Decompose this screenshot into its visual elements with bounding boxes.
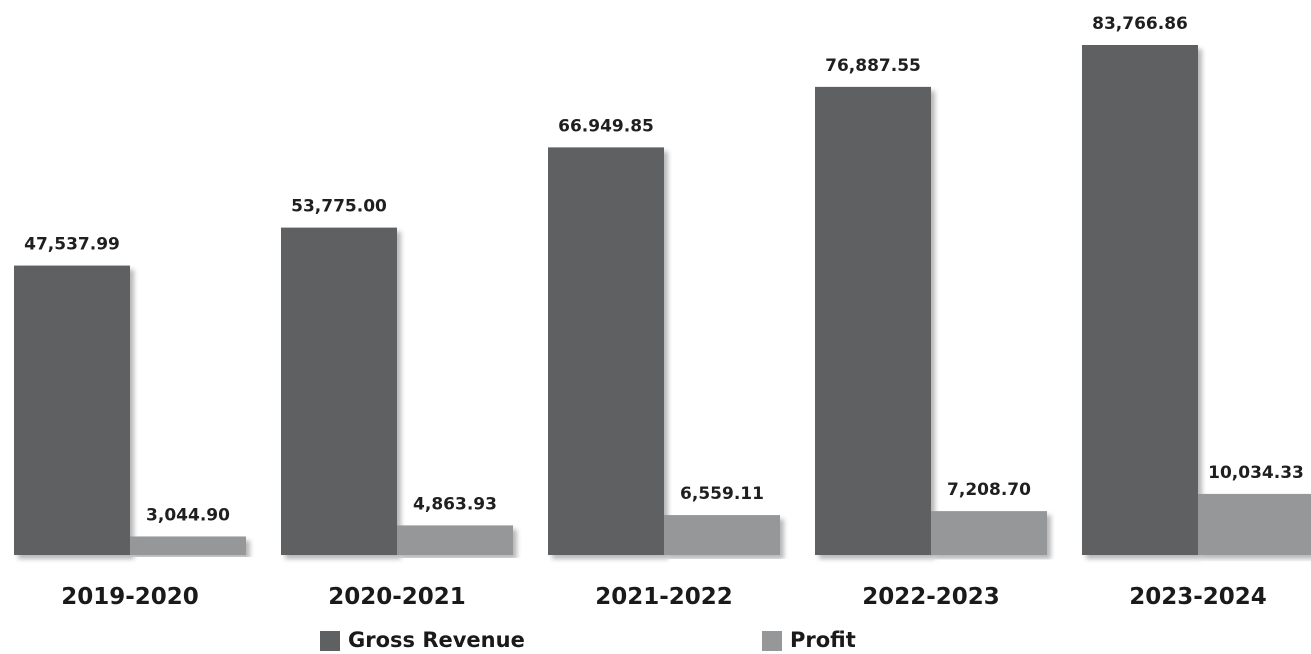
bar-gross-revenue-2022-2023 (815, 86, 931, 555)
bar-gross-revenue-2019-2020 (14, 265, 130, 555)
data-label-gross-revenue-2023-2024: 83,766.86 (1092, 14, 1188, 34)
data-label-profit-2019-2020: 3,044.90 (146, 505, 230, 525)
category-label-2019-2020: 2019-2020 (61, 584, 199, 610)
bar-profit-2020-2021 (397, 525, 513, 555)
data-label-profit-2020-2021: 4,863.93 (413, 494, 497, 514)
data-label-profit-2021-2022: 6,559.11 (680, 484, 764, 504)
bar-profit-2022-2023 (931, 511, 1047, 555)
legend-item-profit: Profit (762, 627, 856, 654)
bar-gross-revenue-2021-2022 (548, 147, 664, 555)
data-label-gross-revenue-2020-2021: 53,775.00 (291, 197, 387, 217)
legend-swatch-gross-revenue (320, 630, 340, 651)
legend-swatch-profit (762, 630, 782, 651)
bar-profit-2023-2024 (1198, 493, 1311, 555)
data-label-profit-2023-2024: 10,034.33 (1208, 463, 1304, 483)
bar-gross-revenue-2020-2021 (281, 227, 397, 556)
bar-profit-2021-2022 (664, 515, 780, 555)
data-label-gross-revenue-2022-2023: 76,887.55 (825, 56, 921, 76)
category-label-2022-2023: 2022-2023 (862, 584, 1000, 610)
data-label-gross-revenue-2021-2022: 66.949.85 (558, 116, 654, 136)
data-label-gross-revenue-2019-2020: 47,537.99 (24, 235, 120, 255)
bar-profit-2019-2020 (130, 536, 246, 555)
legend-label-gross-revenue: Gross Revenue (348, 628, 525, 652)
category-label-2020-2021: 2020-2021 (328, 584, 466, 610)
legend-label-profit: Profit (790, 628, 856, 652)
legend-item-gross-revenue: Gross Revenue (320, 627, 525, 654)
category-label-2023-2024: 2023-2024 (1129, 584, 1267, 610)
category-label-2021-2022: 2021-2022 (595, 584, 733, 610)
bar-gross-revenue-2023-2024 (1082, 45, 1198, 555)
data-label-profit-2022-2023: 7,208.70 (947, 480, 1031, 500)
